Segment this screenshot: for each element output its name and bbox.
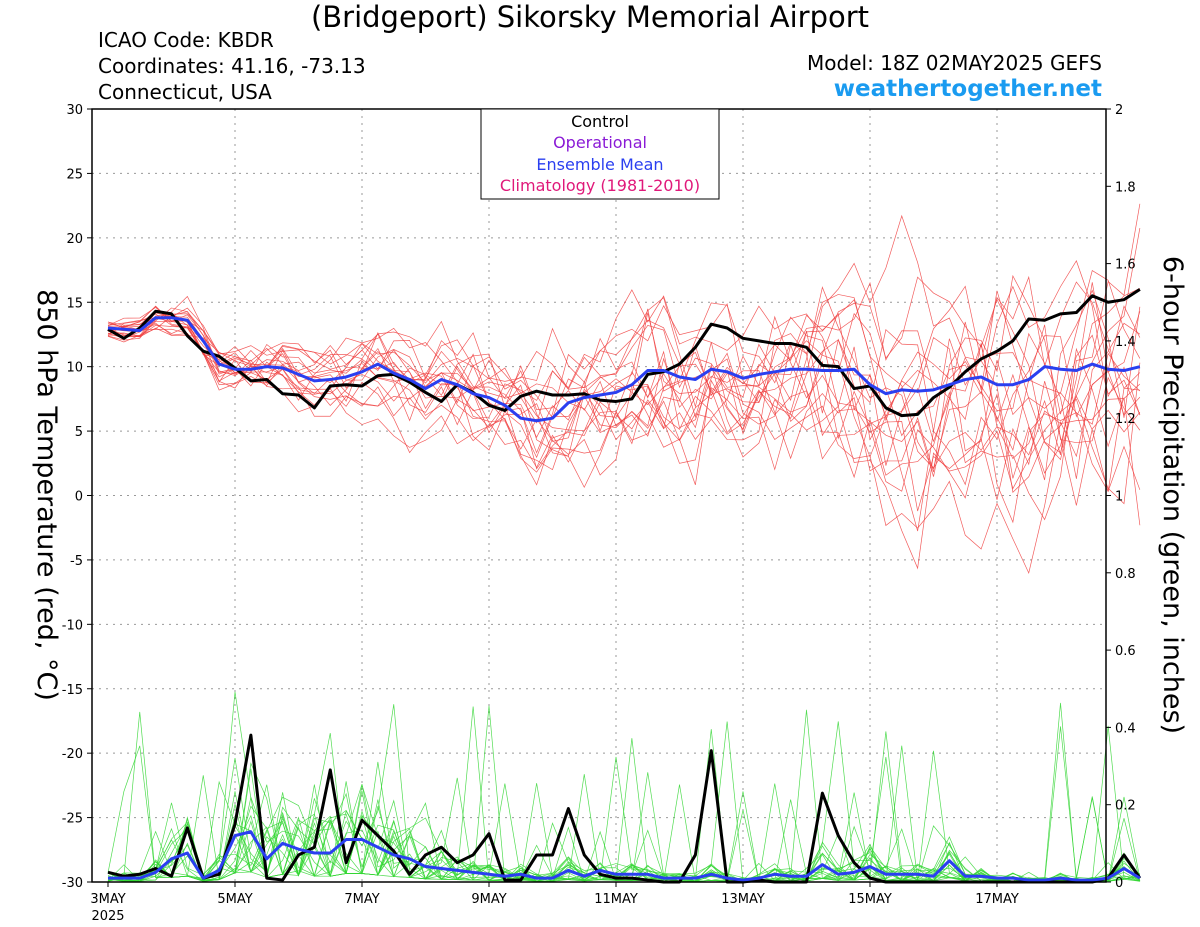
axis-ticks: 302520151050-5-10-15-20-25-3021.81.61.41… bbox=[62, 103, 1136, 924]
temperature-member-line bbox=[107, 214, 1141, 481]
control-temperature-line bbox=[107, 288, 1141, 418]
left-tick-label: -5 bbox=[70, 554, 83, 569]
x-year-label: 2025 bbox=[91, 909, 124, 924]
right-tick-label: 2 bbox=[1115, 103, 1123, 118]
right-tick-label: 0.4 bbox=[1115, 721, 1136, 736]
temperature-member-line bbox=[107, 274, 1141, 473]
left-tick-label: 0 bbox=[75, 490, 83, 505]
coordinates: Coordinates: 41.16, -73.13 bbox=[98, 54, 366, 78]
temperature-member-line bbox=[107, 276, 1141, 485]
temperature-member-line bbox=[107, 297, 1141, 570]
right-tick-label: 1.2 bbox=[1115, 412, 1136, 427]
legend-ensemble-mean: Ensemble Mean bbox=[536, 155, 663, 174]
left-tick-label: -15 bbox=[62, 683, 83, 698]
left-tick-label: 15 bbox=[66, 296, 83, 311]
temperature-member-line bbox=[107, 307, 1141, 575]
legend-control: Control bbox=[571, 112, 629, 131]
left-tick-label: -30 bbox=[62, 876, 83, 891]
left-tick-label: 20 bbox=[66, 232, 83, 247]
legend-operational: Operational bbox=[553, 133, 647, 152]
left-tick-label: -25 bbox=[62, 812, 83, 827]
right-tick-label: 0.2 bbox=[1115, 799, 1136, 814]
left-tick-label: 5 bbox=[75, 425, 83, 440]
main-series bbox=[107, 288, 1142, 884]
ensemble-mean-temperature-line bbox=[107, 316, 1141, 423]
temperature-member-line bbox=[107, 316, 1141, 473]
temperature-member-line bbox=[107, 305, 1141, 532]
legend-box bbox=[480, 108, 720, 200]
location-region: Connecticut, USA bbox=[98, 80, 272, 104]
right-tick-label: 0.6 bbox=[1115, 644, 1136, 659]
x-tick-label: 11MAY bbox=[594, 892, 638, 907]
right-tick-label: 1.8 bbox=[1115, 180, 1136, 195]
left-tick-label: 25 bbox=[66, 167, 83, 182]
right-tick-label: 1.4 bbox=[1115, 335, 1136, 350]
temperature-member-line bbox=[107, 203, 1141, 521]
temperature-member-line bbox=[107, 321, 1141, 460]
legend-climatology: Climatology (1981-2010) bbox=[500, 176, 700, 195]
x-tick-label: 13MAY bbox=[721, 892, 765, 907]
x-tick-label: 9MAY bbox=[471, 892, 506, 907]
right-axis-label: 6-hour Precipitation (green, inches) bbox=[1157, 256, 1188, 734]
left-axis-label: 850 hPa Temperature (red, °C) bbox=[31, 289, 62, 701]
temperature-member-line bbox=[107, 275, 1140, 466]
icao-code: ICAO Code: KBDR bbox=[98, 28, 274, 52]
precipitation-member-line bbox=[107, 756, 1141, 882]
left-tick-label: -10 bbox=[62, 618, 83, 633]
left-tick-label: 10 bbox=[66, 361, 83, 376]
ensemble-mean-precipitation-line bbox=[108, 830, 1141, 882]
left-tick-label: -20 bbox=[62, 747, 83, 762]
x-tick-label: 3MAY bbox=[90, 892, 125, 907]
right-tick-label: 0 bbox=[1115, 876, 1123, 891]
x-tick-label: 5MAY bbox=[217, 892, 252, 907]
x-tick-label: 7MAY bbox=[344, 892, 379, 907]
x-tick-label: 17MAY bbox=[975, 892, 1019, 907]
chart-title: (Bridgeport) Sikorsky Memorial Airport bbox=[310, 0, 870, 34]
model-run-label: Model: 18Z 02MAY2025 GEFS bbox=[807, 51, 1102, 75]
legend: Control Operational Ensemble Mean Climat… bbox=[480, 108, 720, 200]
temperature-member-line bbox=[107, 299, 1141, 479]
left-tick-label: 30 bbox=[66, 103, 83, 118]
x-tick-label: 15MAY bbox=[848, 892, 892, 907]
right-tick-label: 1 bbox=[1115, 490, 1123, 505]
temperature-member-line bbox=[107, 227, 1141, 499]
site-watermark[interactable]: weathertogether.net bbox=[833, 76, 1102, 102]
right-tick-label: 1.6 bbox=[1115, 258, 1136, 273]
right-tick-label: 0.8 bbox=[1115, 567, 1136, 582]
